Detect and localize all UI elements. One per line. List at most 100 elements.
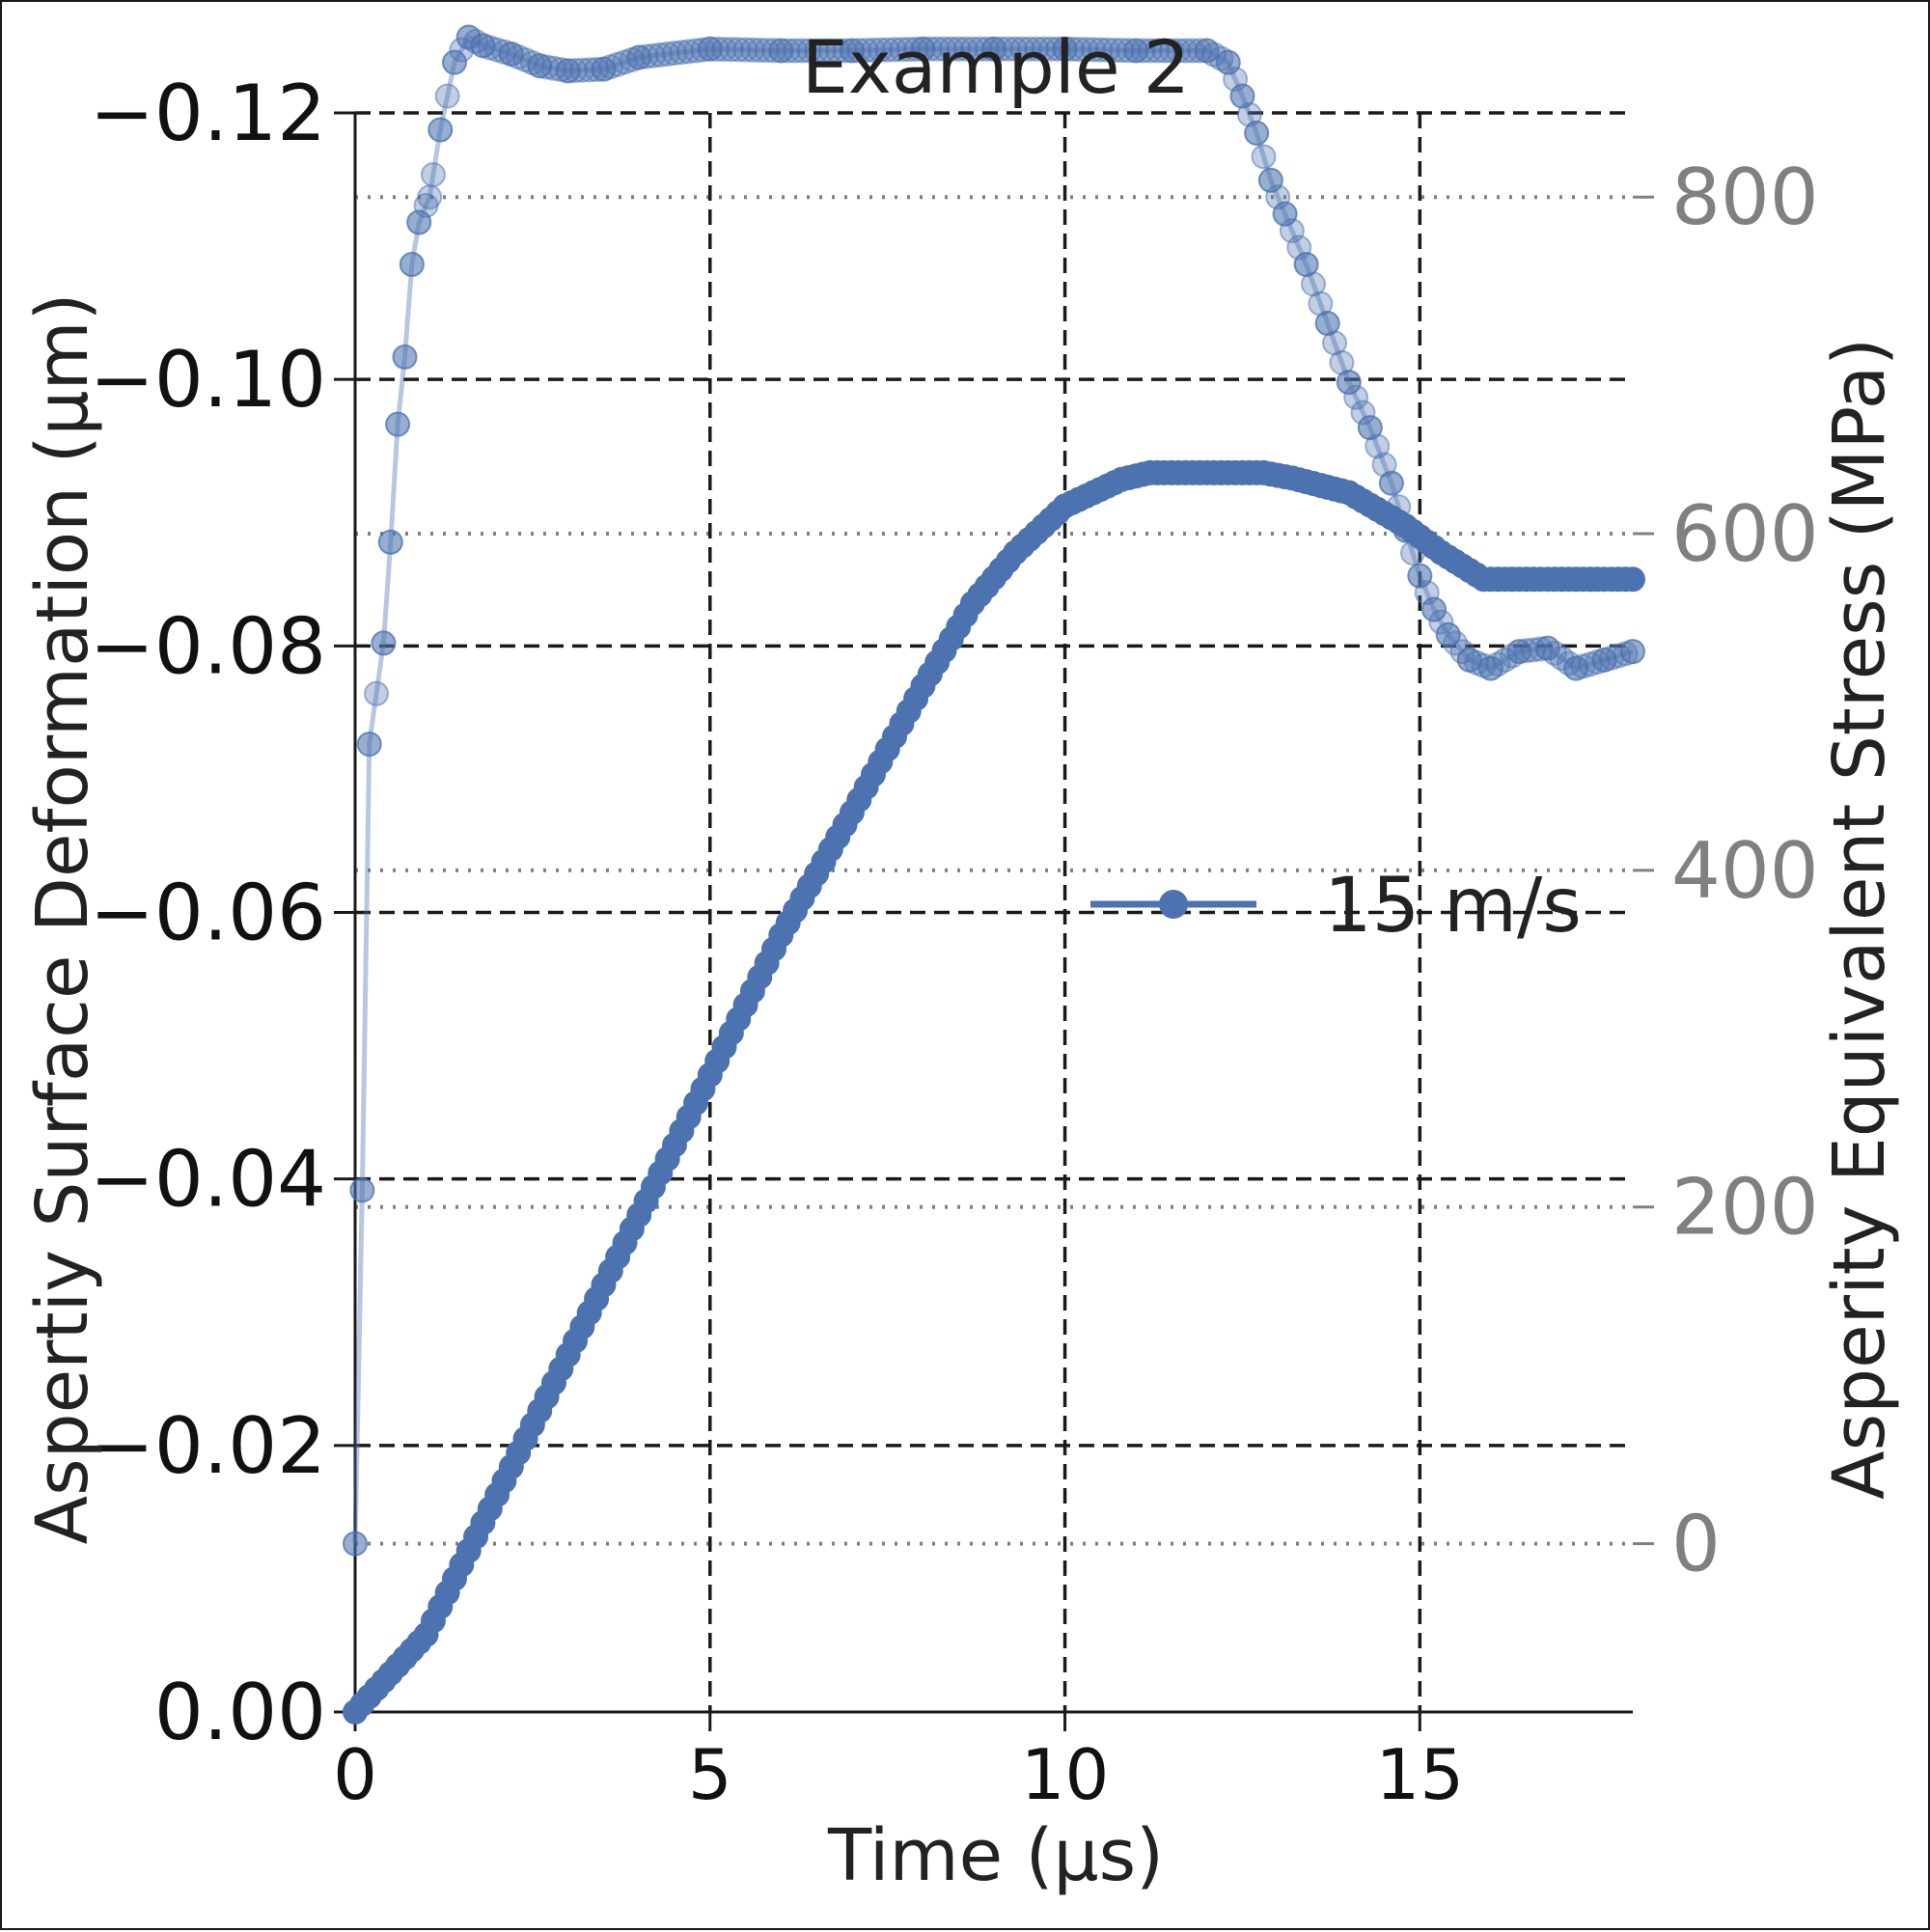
stress-point (1094, 37, 1120, 63)
stress-point (1365, 433, 1391, 459)
x-tick-label: 0 (333, 1734, 377, 1815)
y-right-tick-label: 0 (1671, 1500, 1721, 1589)
x-tick-label: 5 (688, 1734, 732, 1815)
stress-point (1144, 38, 1171, 64)
stress-point (924, 36, 951, 62)
series-layer (343, 24, 1645, 1725)
y-left-tick-label: 0.00 (154, 1668, 326, 1757)
y-right-tick-label: 800 (1671, 152, 1819, 242)
stress-point (569, 57, 595, 83)
y-left-tick-label: −0.02 (90, 1401, 326, 1491)
stress-point (917, 36, 943, 62)
y-axis-title: Aspertiy Surface Deformation (μm) (21, 293, 104, 1545)
stress-point (704, 36, 731, 62)
legend: 15 m/s (1090, 863, 1582, 950)
stress-point (413, 192, 439, 218)
stress-point (449, 37, 475, 63)
stress-point (1229, 83, 1255, 109)
stress-point (1045, 36, 1071, 62)
stress-point (1371, 452, 1397, 478)
stress-point (1251, 144, 1277, 170)
stress-point (1485, 651, 1511, 677)
stress-point (760, 38, 786, 64)
stress-point (796, 38, 822, 64)
stress-point (349, 1177, 375, 1203)
stress-point (371, 630, 397, 656)
stress-point (726, 37, 752, 63)
stress-point (811, 38, 837, 64)
stress-point (711, 37, 737, 63)
stress-point (697, 36, 723, 62)
stress-point (1421, 596, 1448, 622)
stress-point (1620, 639, 1645, 665)
stress-point (1109, 38, 1135, 64)
legend-marker (1159, 890, 1188, 919)
stress-point (399, 251, 425, 277)
stress-point (931, 36, 957, 62)
stress-point (718, 37, 744, 63)
stress-point (1172, 38, 1199, 64)
stress-point (343, 1531, 368, 1557)
stress-point (952, 36, 979, 62)
x-axis-title: Time (μs) (827, 1814, 1164, 1897)
stress-point (789, 38, 815, 64)
y-left-tick-label: −0.06 (90, 869, 326, 958)
stress-point (1378, 470, 1404, 496)
stress-point (775, 38, 801, 64)
stress-point (988, 36, 1014, 62)
y-left-tick-label: −0.08 (90, 601, 326, 691)
stress-point (1052, 36, 1078, 62)
y-left-tick-label: −0.10 (90, 335, 326, 425)
stress-point (1158, 38, 1184, 64)
stress-point (1003, 36, 1029, 62)
stress-point (1236, 101, 1262, 127)
stress-point (1073, 37, 1099, 63)
stress-point (839, 38, 865, 64)
stress-point (364, 680, 390, 706)
y-left-tick-label: −0.04 (90, 1135, 326, 1225)
stress-point (690, 37, 716, 63)
stress-point (882, 37, 908, 63)
stress-point (434, 83, 460, 109)
stress-point (739, 37, 765, 63)
stress-point (1357, 415, 1383, 441)
x-tick-label: 15 (1376, 1734, 1465, 1815)
stress-point (1244, 120, 1270, 146)
stress-point (903, 36, 929, 62)
stress-point (910, 36, 936, 62)
stress-point (1080, 37, 1106, 63)
stress-point (1179, 38, 1205, 64)
stress-point (356, 731, 382, 758)
stress-point (563, 58, 589, 84)
y-right-tick-label: 200 (1671, 1163, 1819, 1253)
series-stress (343, 24, 1645, 1557)
stress-point (1194, 38, 1220, 64)
stress-point (1151, 38, 1177, 64)
stress-point (420, 161, 446, 187)
stress-point (392, 344, 418, 370)
y-right-tick-label: 400 (1671, 826, 1819, 916)
stress-point (1088, 37, 1114, 63)
x-tick-label: 10 (1021, 1734, 1110, 1815)
stress-point (747, 37, 773, 63)
tick-labels: 0 200 400 600 800 0.00 −0.02 −0.04 −0.06 −0.08 −0.… (90, 69, 1819, 1815)
stress-point (846, 38, 872, 64)
stress-point (1037, 36, 1063, 62)
stress-point (1477, 655, 1503, 681)
stress-point (1059, 36, 1085, 62)
grid (355, 111, 1633, 1712)
stress-point (1024, 36, 1050, 62)
stress-point (938, 36, 964, 62)
stress-point (1428, 609, 1454, 635)
stress-point (1066, 37, 1092, 63)
chart-title: Example 2 (802, 24, 1190, 110)
legend-label: 15 m/s (1324, 863, 1582, 950)
stress-point (825, 38, 851, 64)
stress-point (1208, 45, 1234, 71)
stress-point (1031, 36, 1057, 62)
stress-point (377, 529, 403, 555)
stress-point (832, 38, 858, 64)
deformation-point (1620, 566, 1645, 593)
